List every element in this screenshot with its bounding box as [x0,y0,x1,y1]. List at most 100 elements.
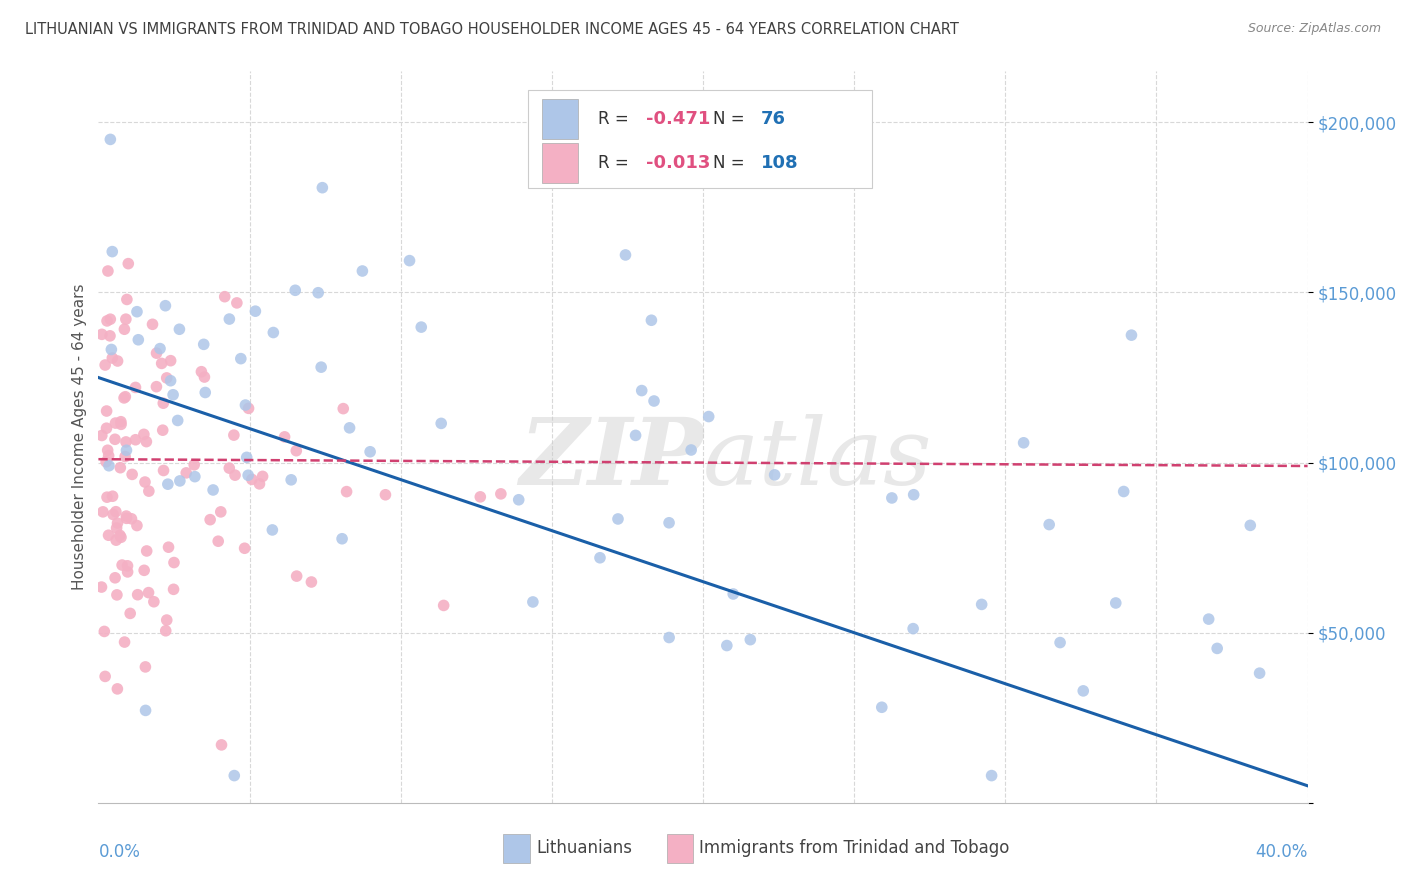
Point [643,394,665,409]
Point [150,356,173,370]
Point [607,512,630,526]
Point [374,488,396,502]
Point [311,180,333,194]
Point [115,312,138,326]
Point [152,396,174,410]
Point [174,466,197,480]
Point [1198,612,1220,626]
Point [339,421,361,435]
Point [763,467,786,482]
Point [336,484,359,499]
Point [94,455,117,469]
Point [169,322,191,336]
Point [433,599,456,613]
Point [162,582,184,597]
Point [156,371,179,385]
Point [229,351,252,366]
Point [697,409,720,424]
Point [112,391,135,405]
Point [96,314,118,328]
Point [640,313,662,327]
Point [145,346,167,360]
Point [105,533,128,548]
Point [163,556,186,570]
Point [359,444,381,458]
Point [235,450,257,465]
Point [134,563,156,577]
Point [245,304,267,318]
Point [1071,684,1094,698]
Point [94,669,117,683]
Point [901,622,924,636]
Point [132,427,155,442]
Text: Lithuanians: Lithuanians [536,839,633,857]
Point [411,320,433,334]
Point [138,585,160,599]
Point [97,449,120,463]
Point [142,595,165,609]
Point [1121,328,1143,343]
Point [120,607,142,621]
Point [114,635,136,649]
Point [1049,635,1071,649]
FancyBboxPatch shape [527,90,872,188]
Point [156,613,179,627]
Point [134,475,156,489]
Point [721,587,744,601]
Point [135,434,157,449]
Point [96,421,118,435]
Point [225,296,247,310]
Text: R =: R = [598,110,634,128]
Point [870,700,893,714]
Point [97,528,120,542]
Point [111,558,134,572]
Point [284,283,307,297]
Point [97,458,120,473]
Point [522,595,544,609]
Point [614,248,637,262]
Point [202,483,225,497]
Point [90,428,112,442]
Point [190,365,212,379]
Point [124,380,146,394]
Point [658,516,681,530]
Point [235,398,257,412]
Point [112,322,135,336]
Point [309,360,332,375]
Point [134,660,156,674]
Text: atlas: atlas [703,414,932,504]
Point [238,468,260,483]
Point [104,416,127,430]
Point [107,516,129,530]
Point [101,244,124,259]
Point [149,342,172,356]
Point [198,513,221,527]
Point [117,558,139,573]
Point [101,508,124,522]
Point [97,443,120,458]
Point [93,624,115,639]
Point [214,290,236,304]
Point [285,443,308,458]
Point [117,565,139,579]
Point [104,571,127,585]
Point [127,333,149,347]
Point [115,434,138,449]
Point [1206,641,1229,656]
Text: -0.013: -0.013 [647,153,710,172]
Point [193,337,215,351]
Point [98,329,121,343]
Point [115,509,138,524]
Point [115,443,138,458]
Point [125,518,148,533]
Point [125,304,148,318]
Point [162,388,184,402]
Point [224,468,246,483]
Point [145,379,167,393]
Point [211,738,233,752]
Point [508,492,530,507]
Point [352,264,374,278]
Point [157,540,180,554]
Point [135,703,157,717]
Text: 108: 108 [761,153,799,172]
